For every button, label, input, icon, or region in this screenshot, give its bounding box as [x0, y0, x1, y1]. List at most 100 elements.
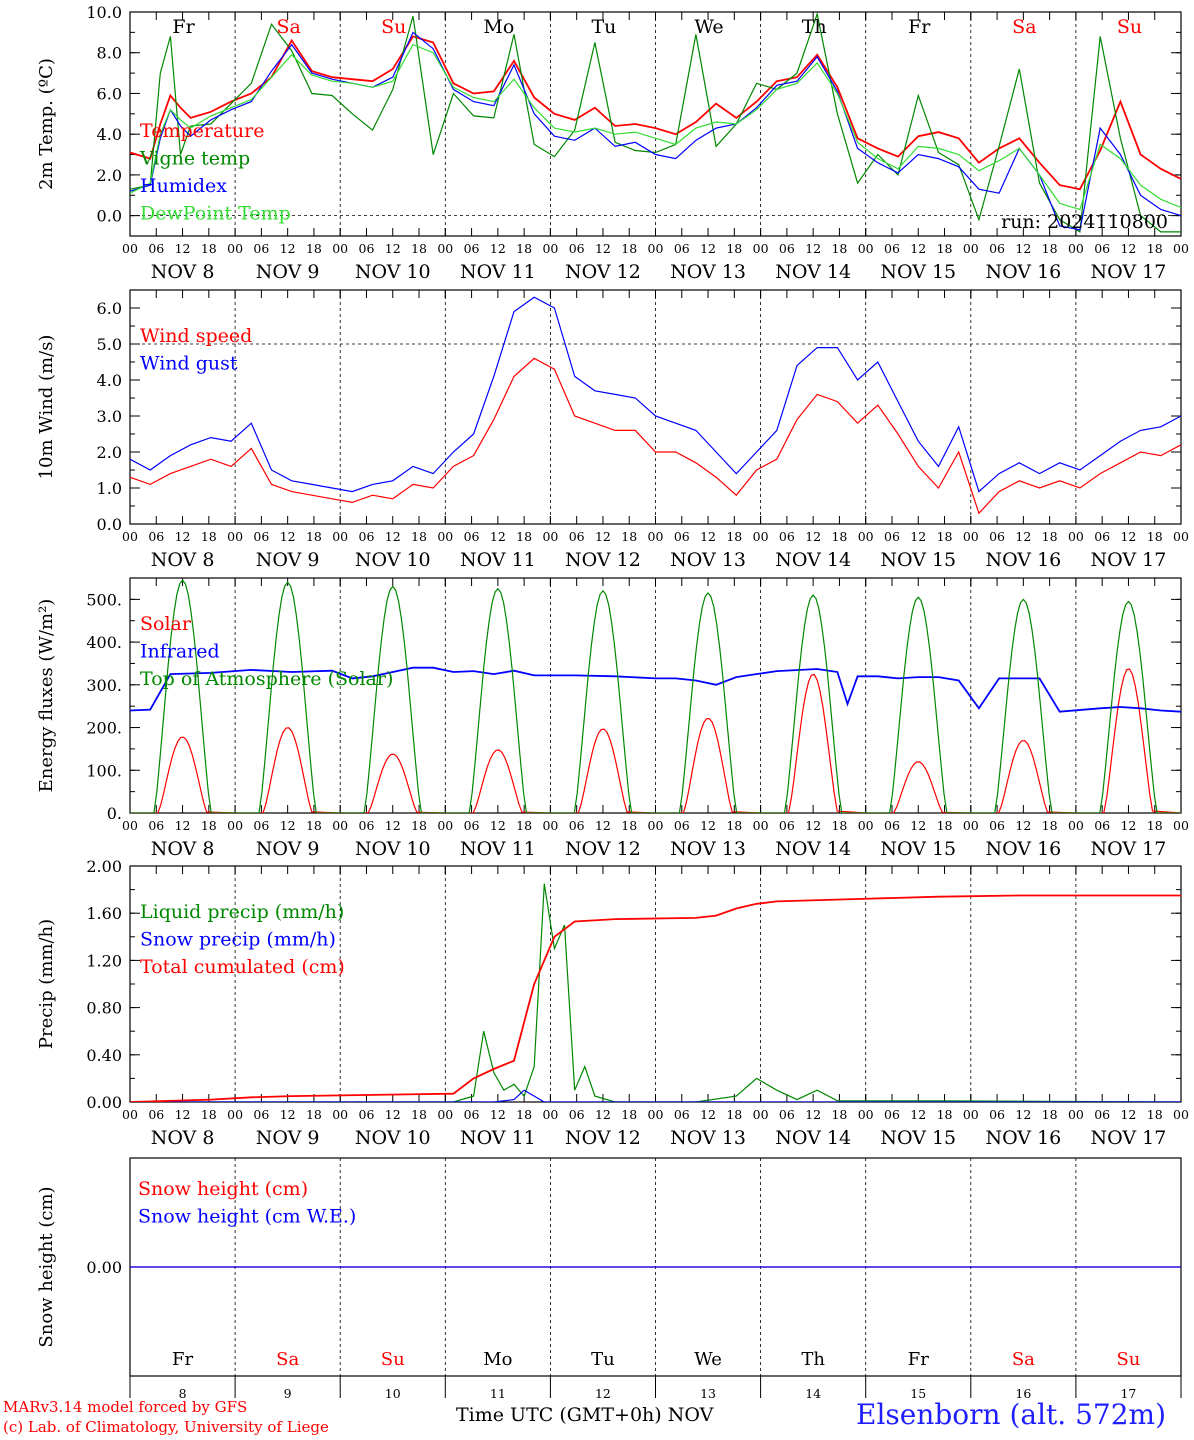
date-tick-label: NOV 16	[985, 261, 1061, 283]
hour-tick-label: 00	[858, 529, 874, 544]
hour-tick-label: 00	[858, 818, 874, 833]
hour-tick-label: 06	[148, 1107, 164, 1122]
hour-tick-label: 06	[569, 529, 585, 544]
hour-tick-label: 18	[201, 529, 217, 544]
hour-tick-label: 12	[1015, 1107, 1031, 1122]
hour-tick-label: 06	[884, 529, 900, 544]
hour-tick-label: 18	[621, 529, 637, 544]
hour-tick-label: 00	[227, 1107, 243, 1122]
hour-tick-label: 12	[910, 818, 926, 833]
hour-tick-label: 18	[726, 241, 742, 256]
hour-tick-label: 00	[227, 818, 243, 833]
hour-tick-label: 00	[122, 1107, 138, 1122]
day-number-label: 13	[700, 1386, 716, 1401]
y-tick-label: 0.00	[86, 1258, 122, 1277]
hour-tick-label: 18	[201, 818, 217, 833]
hour-tick-label: 00	[437, 1107, 453, 1122]
legend-entry: Total cumulated (cm)	[140, 956, 345, 978]
hour-tick-label: 00	[437, 241, 453, 256]
hour-tick-label: 12	[280, 1107, 296, 1122]
hour-tick-label: 18	[411, 818, 427, 833]
hour-tick-label: 18	[411, 529, 427, 544]
hour-tick-label: 06	[674, 1107, 690, 1122]
hour-tick-label: 06	[464, 529, 480, 544]
hour-tick-label: 12	[910, 1107, 926, 1122]
hour-tick-label: 06	[989, 241, 1005, 256]
hour-tick-label: 18	[831, 241, 847, 256]
weekday-label: Tu	[591, 16, 616, 38]
y-tick-label: 0.00	[86, 1093, 122, 1112]
weekday-label: Su	[1116, 1349, 1140, 1370]
hour-tick-label: 00	[1173, 1107, 1189, 1122]
date-tick-label: NOV 16	[985, 838, 1061, 860]
hour-tick-label: 12	[385, 818, 401, 833]
y-tick-label: 2.0	[97, 166, 122, 185]
y-tick-label: 100.	[86, 761, 122, 780]
hour-tick-label: 12	[910, 529, 926, 544]
hour-tick-label: 06	[253, 241, 269, 256]
hour-tick-label: 06	[674, 241, 690, 256]
y-tick-label: 0.80	[86, 999, 122, 1018]
x-axis-title: Time UTC (GMT+0h) NOV	[456, 1404, 714, 1426]
run-annotation: run: 2024110800	[1001, 211, 1168, 233]
hour-tick-label: 00	[332, 818, 348, 833]
hour-tick-label: 18	[306, 818, 322, 833]
day-number-label: 12	[595, 1386, 611, 1401]
hour-tick-label: 12	[280, 529, 296, 544]
hour-tick-label: 12	[385, 529, 401, 544]
date-tick-label: NOV 11	[460, 549, 536, 571]
day-number-label: 10	[385, 1386, 401, 1401]
y-axis-label: Energy fluxes (W/m²)	[36, 599, 57, 793]
hour-tick-label: 12	[700, 1107, 716, 1122]
date-tick-label: NOV 12	[565, 838, 641, 860]
date-tick-label: NOV 15	[880, 838, 956, 860]
hour-tick-label: 06	[1094, 818, 1110, 833]
hour-tick-label: 00	[1173, 818, 1189, 833]
hour-tick-label: 06	[779, 241, 795, 256]
hour-tick-label: 18	[831, 529, 847, 544]
legend-entry: Snow height (cm)	[138, 1178, 308, 1200]
hour-tick-label: 18	[726, 529, 742, 544]
hour-tick-label: 18	[621, 241, 637, 256]
y-axis-label: 10m Wind (m/s)	[36, 335, 57, 480]
weekday-label: Th	[801, 1349, 825, 1370]
legend-entry: Vigne temp	[139, 148, 250, 170]
date-tick-label: NOV 14	[775, 549, 851, 571]
hour-tick-label: 06	[1094, 529, 1110, 544]
y-tick-label: 10.0	[86, 3, 122, 22]
hour-tick-label: 00	[753, 818, 769, 833]
weekday-label: Su	[381, 1349, 405, 1370]
y-tick-label: 0.	[107, 804, 122, 823]
hour-tick-label: 18	[411, 241, 427, 256]
hour-tick-label: 18	[306, 241, 322, 256]
weekday-label: Tu	[591, 1349, 615, 1370]
y-tick-label: 400.	[86, 633, 122, 652]
hour-tick-label: 12	[1015, 818, 1031, 833]
hour-tick-label: 12	[595, 241, 611, 256]
hour-tick-label: 12	[1120, 1107, 1136, 1122]
hour-tick-label: 00	[227, 241, 243, 256]
hour-tick-label: 06	[674, 529, 690, 544]
date-tick-label: NOV 11	[460, 261, 536, 283]
hour-tick-label: 06	[359, 529, 375, 544]
hour-tick-label: 06	[148, 241, 164, 256]
weekday-label: Su	[381, 16, 406, 38]
weekday-label: Sa	[1012, 16, 1036, 38]
hour-tick-label: 06	[464, 1107, 480, 1122]
date-tick-label: NOV 17	[1091, 261, 1167, 283]
hour-tick-label: 12	[595, 818, 611, 833]
hour-tick-label: 06	[779, 529, 795, 544]
legend-entry: Liquid precip (mm/h)	[140, 901, 344, 923]
series-line-snow-precip-mm-h-	[130, 1089, 1181, 1102]
hour-tick-label: 18	[516, 529, 532, 544]
date-tick-label: NOV 16	[985, 549, 1061, 571]
date-tick-label: NOV 15	[880, 549, 956, 571]
hour-tick-label: 00	[122, 529, 138, 544]
hour-tick-label: 12	[280, 818, 296, 833]
hour-tick-label: 18	[937, 818, 953, 833]
hour-tick-label: 00	[122, 818, 138, 833]
hour-tick-label: 18	[621, 818, 637, 833]
hour-tick-label: 00	[1068, 1107, 1084, 1122]
date-tick-label: NOV 10	[355, 838, 431, 860]
hour-tick-label: 18	[1147, 1107, 1163, 1122]
